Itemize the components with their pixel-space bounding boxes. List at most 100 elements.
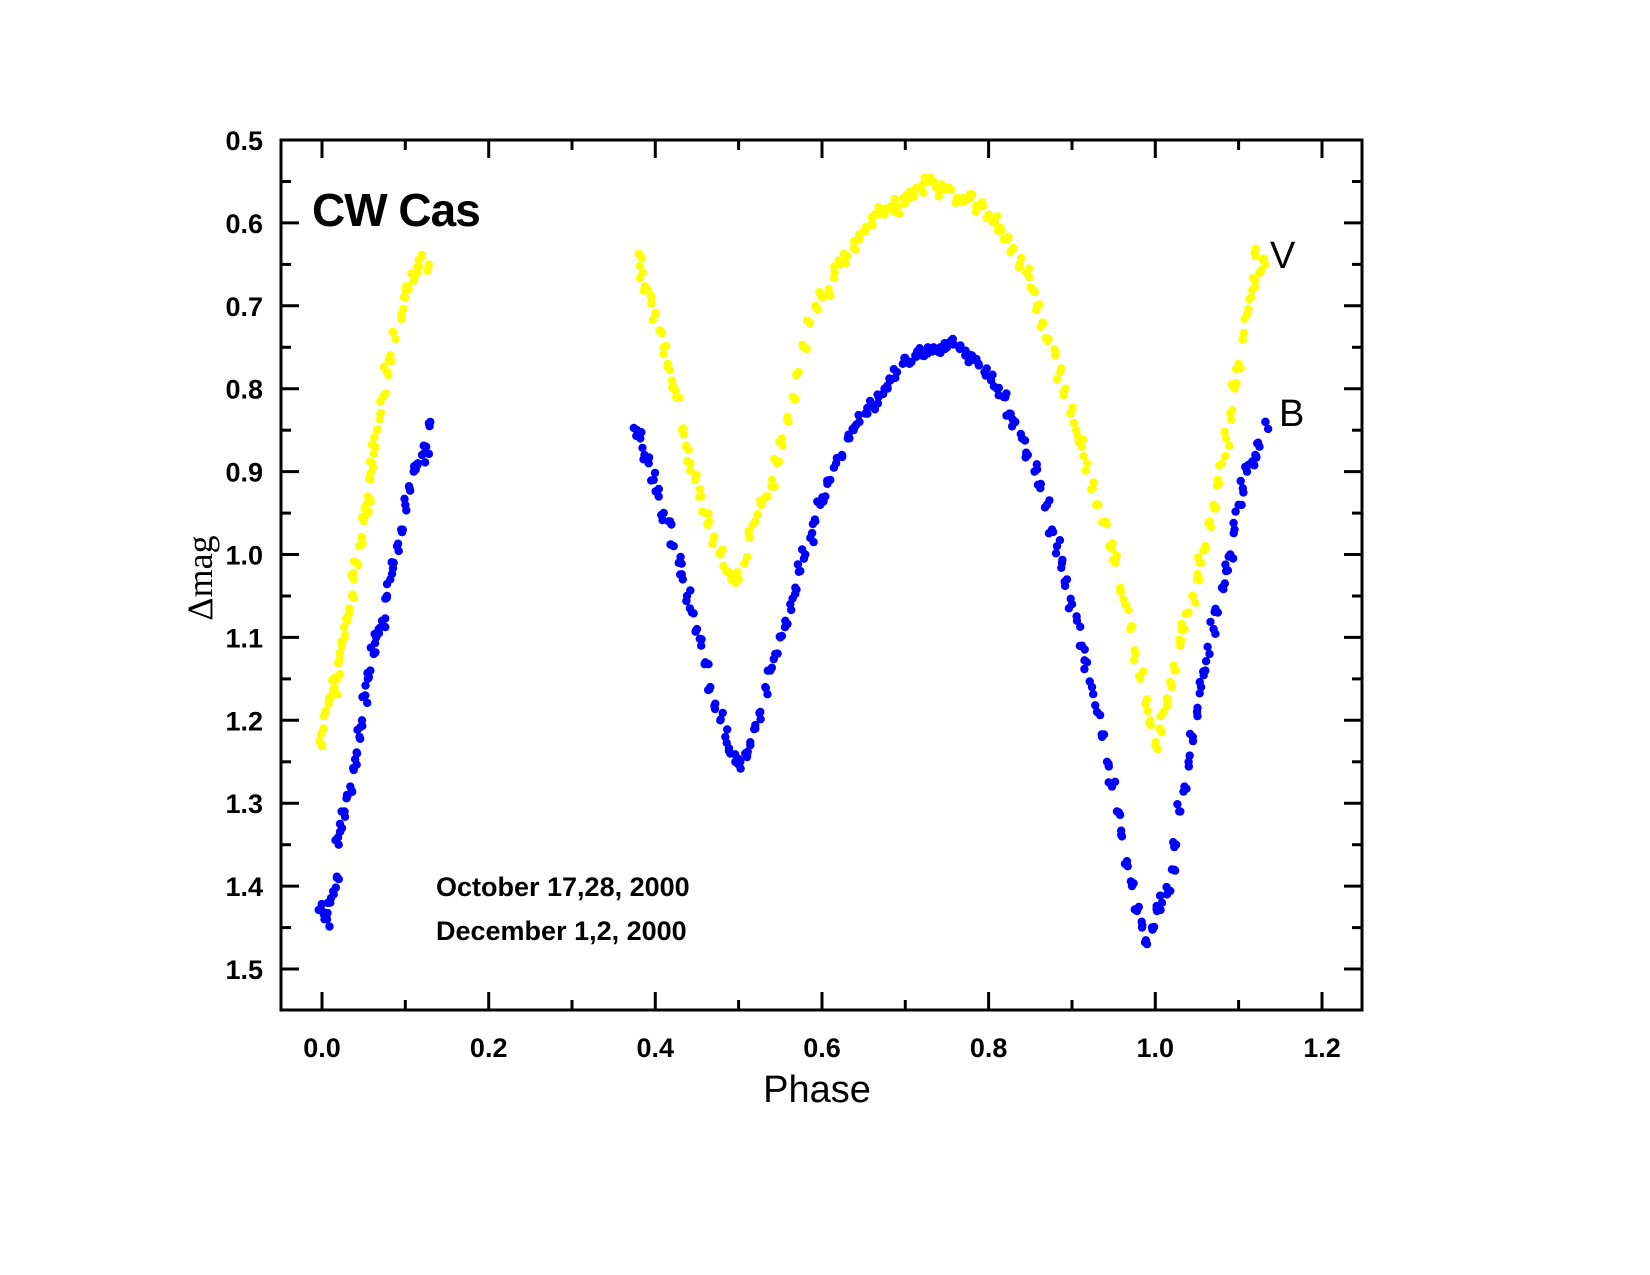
- data-point: [319, 712, 329, 721]
- data-point: [1188, 591, 1197, 601]
- data-point: [1221, 451, 1230, 461]
- data-point: [909, 192, 919, 201]
- data-point: [823, 479, 832, 489]
- data-point: [1229, 518, 1238, 528]
- data-point: [1032, 460, 1042, 469]
- data-point: [419, 441, 428, 450]
- data-point: [399, 293, 409, 302]
- data-point: [684, 445, 693, 455]
- data-point: [379, 362, 388, 372]
- data-point: [658, 329, 667, 338]
- data-point: [883, 381, 892, 390]
- data-point: [1024, 264, 1034, 273]
- data-point: [384, 370, 393, 380]
- data-point: [639, 286, 649, 295]
- data-point: [697, 641, 706, 650]
- data-point: [407, 269, 416, 278]
- data-point: [1199, 671, 1208, 680]
- data-point: [1033, 480, 1043, 489]
- data-point: [1185, 751, 1194, 760]
- data-point: [809, 537, 818, 547]
- data-point: [1017, 253, 1026, 263]
- data-point: [369, 462, 378, 472]
- data-point: [1166, 678, 1175, 687]
- annotation-date-2: December 1,2, 2000: [436, 916, 687, 946]
- data-point: [675, 393, 684, 402]
- y-tick-label: 1.4: [225, 872, 263, 902]
- data-point: [698, 507, 707, 516]
- data-point: [331, 883, 340, 892]
- data-point: [731, 578, 740, 588]
- data-point: [361, 681, 370, 690]
- data-point: [666, 540, 675, 549]
- data-point: [834, 256, 843, 265]
- data-point: [1258, 255, 1267, 264]
- data-point: [651, 308, 660, 318]
- y-tick-label: 1.0: [225, 541, 263, 571]
- data-point: [1048, 527, 1058, 537]
- data-point: [968, 190, 977, 199]
- data-point: [1156, 712, 1165, 721]
- data-point: [1185, 729, 1195, 739]
- data-point: [791, 589, 800, 599]
- data-point: [807, 528, 817, 538]
- data-point: [315, 737, 324, 746]
- data-point: [794, 567, 803, 576]
- data-point: [1099, 730, 1109, 739]
- data-point: [994, 383, 1004, 393]
- data-point: [724, 744, 734, 753]
- data-point: [1201, 657, 1211, 666]
- data-point: [792, 371, 801, 380]
- data-point: [1227, 415, 1236, 424]
- data-point: [1079, 452, 1088, 461]
- data-point: [648, 315, 657, 325]
- data-point: [1006, 247, 1015, 257]
- data-point: [325, 922, 334, 931]
- data-point: [1040, 503, 1050, 512]
- data-point: [1091, 500, 1101, 509]
- data-point: [1155, 891, 1165, 900]
- data-point: [695, 485, 705, 494]
- data-point: [1190, 598, 1200, 607]
- data-point: [635, 262, 645, 271]
- data-point: [1229, 529, 1238, 538]
- data-point: [1059, 387, 1068, 397]
- data-point: [1052, 375, 1062, 384]
- data-point: [1169, 838, 1178, 847]
- data-point: [1253, 439, 1262, 448]
- y-tick-label: 1.2: [225, 706, 263, 736]
- data-point: [1076, 622, 1085, 631]
- data-point: [1080, 664, 1089, 674]
- data-point: [1104, 762, 1114, 771]
- data-point: [1130, 646, 1139, 655]
- data-point: [746, 738, 755, 747]
- x-tick-label: 0.4: [637, 1033, 675, 1063]
- data-point: [763, 690, 772, 699]
- data-point: [1134, 671, 1144, 681]
- data-point: [338, 637, 347, 646]
- data-point: [767, 475, 777, 485]
- data-point: [363, 668, 372, 678]
- data-point: [1170, 666, 1179, 675]
- data-point: [915, 344, 924, 353]
- data-point: [1130, 905, 1140, 914]
- legend-label-b: B: [1279, 393, 1304, 435]
- data-point: [402, 506, 411, 515]
- data-point: [364, 507, 373, 516]
- data-point: [636, 434, 645, 443]
- data-point: [756, 715, 765, 724]
- data-point: [333, 690, 342, 699]
- data-point: [1095, 710, 1105, 720]
- data-point: [357, 532, 366, 542]
- data-point: [638, 443, 647, 453]
- data-point: [988, 370, 997, 379]
- data-point: [1215, 478, 1224, 488]
- data-point: [1193, 711, 1202, 721]
- data-point: [845, 434, 854, 443]
- data-point: [1237, 500, 1246, 510]
- data-point: [829, 273, 839, 283]
- data-point: [1232, 379, 1241, 388]
- y-tick-label: 1.3: [225, 789, 263, 819]
- data-point: [798, 340, 807, 349]
